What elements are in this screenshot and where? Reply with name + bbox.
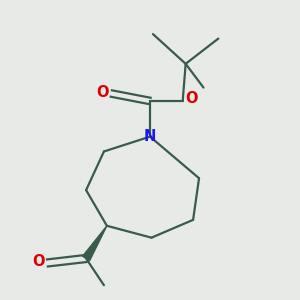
Text: O: O [96,85,109,100]
Text: O: O [32,254,45,269]
Text: O: O [185,91,197,106]
Text: N: N [144,129,156,144]
Polygon shape [82,226,107,261]
